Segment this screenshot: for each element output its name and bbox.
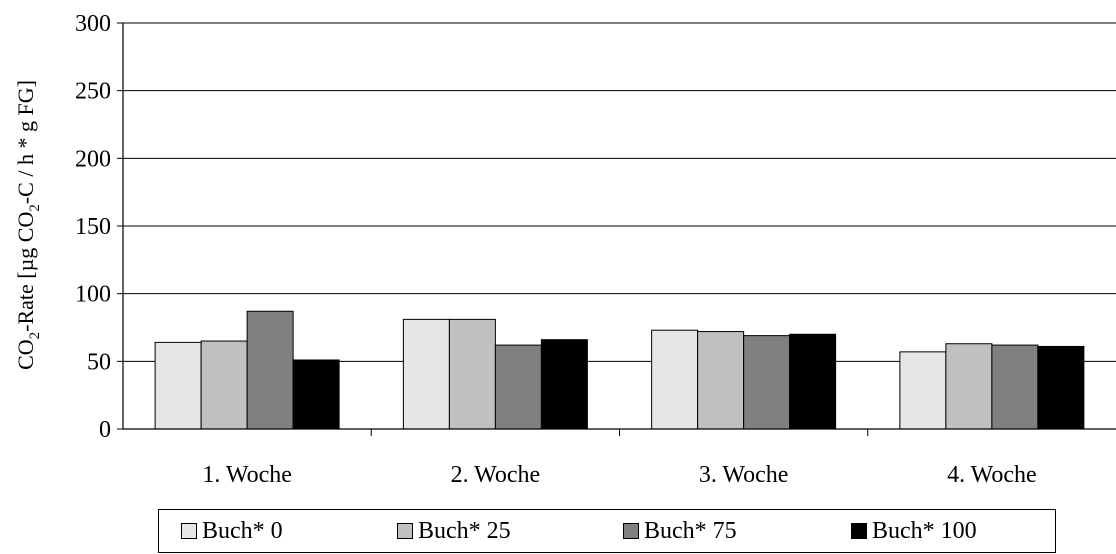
bar-2-2 (448, 318, 496, 430)
legend-swatch (623, 523, 639, 539)
bar-3-3 (743, 335, 791, 430)
y-tick-label: 200 (75, 146, 111, 172)
y-tick-label: 300 (75, 11, 111, 37)
bar-4-3 (789, 333, 837, 430)
bar-4-2 (540, 339, 588, 430)
legend-label: Buch* 75 (644, 517, 737, 544)
bar-1-4 (899, 351, 947, 430)
bar-2-3 (697, 331, 745, 430)
x-tick-label: 2. Woche (451, 462, 541, 488)
bar-3-1 (246, 310, 294, 430)
bar-chart: 0 50 100 150 200 250 300 1. Woche 2. Woche 3. Wo… (13, 11, 1116, 488)
y-tick-label: 150 (75, 214, 111, 240)
x-tick-label: 4. Woche (947, 462, 1037, 488)
legend-swatch (397, 523, 413, 539)
legend-label: Buch* 0 (202, 517, 283, 544)
bar-2-1 (200, 340, 248, 430)
y-axis-title: CO2-Rate [µg CO2-C / h * g FG] (13, 80, 43, 370)
y-tick-label: 0 (99, 417, 111, 443)
x-tick-labels: 1. Woche 2. Woche 3. Woche 4. Woche (202, 462, 1036, 488)
bars (154, 310, 1085, 430)
legend-item: Buch* 100 (851, 518, 977, 544)
bar-1-1 (154, 341, 202, 430)
bar-2-4 (945, 343, 993, 430)
bar-4-1 (292, 359, 340, 430)
bar-4-4 (1037, 345, 1085, 430)
legend-swatch (181, 523, 197, 539)
legend-item: Buch* 25 (397, 518, 511, 544)
legend-swatch (851, 523, 867, 539)
y-tick-label: 250 (75, 79, 111, 105)
legend-label: Buch* 25 (418, 517, 511, 544)
y-tick-label: 100 (75, 282, 111, 308)
x-tick-label: 3. Woche (699, 462, 789, 488)
x-tick-label: 1. Woche (202, 462, 292, 488)
y-tick-label: 50 (87, 349, 111, 375)
bar-1-2 (402, 318, 450, 430)
axes (117, 22, 1116, 436)
y-tick-labels: 0 50 100 150 200 250 300 (75, 11, 111, 443)
legend-item: Buch* 0 (181, 518, 283, 544)
bar-3-2 (494, 344, 542, 430)
legend-item: Buch* 75 (623, 518, 737, 544)
bar-3-4 (991, 344, 1039, 430)
bar-1-3 (651, 329, 699, 430)
legend: Buch* 0 Buch* 25 Buch* 75 Buch* 100 (158, 509, 1056, 553)
legend-label: Buch* 100 (872, 517, 977, 544)
grid-lines (123, 22, 1116, 362)
